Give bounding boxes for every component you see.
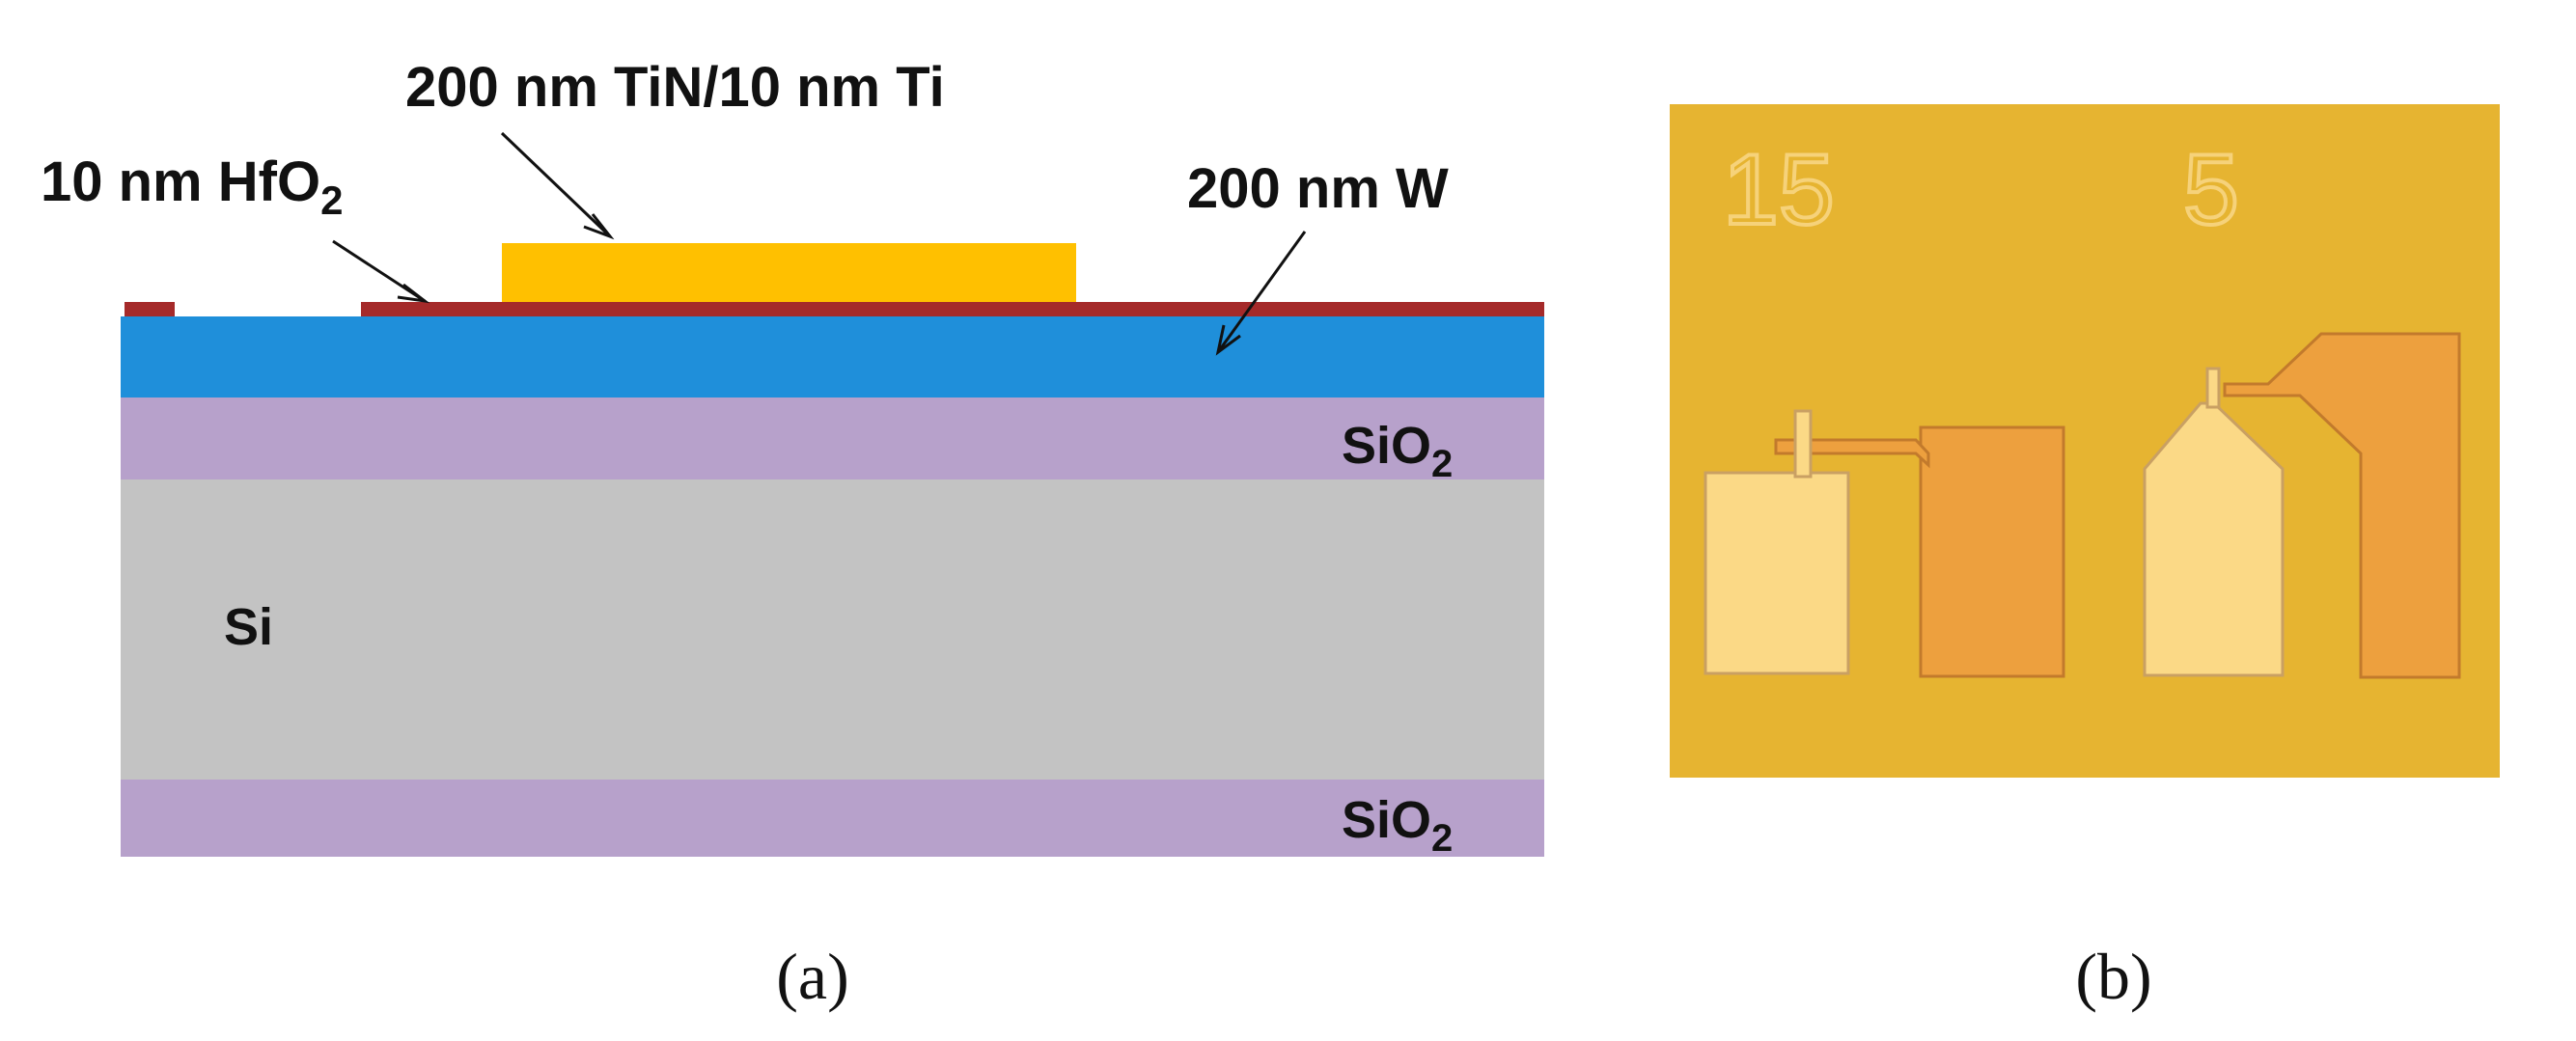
sio2-top-label: SiO2 [1342, 417, 1453, 485]
w-label: 200 nm W [1187, 157, 1449, 220]
panel-a-cross-section: 200 nm TiN/10 nm Ti 10 nm HfO2 200 nm W … [41, 56, 1544, 1013]
si-label: Si [224, 598, 273, 656]
sio2-bottom-label-subscript: 2 [1431, 817, 1453, 860]
panel-b-micrograph: 15 5 (b) [1670, 104, 2500, 1013]
device-right-dark-electrode [2223, 332, 2461, 679]
sio2-bottom-label: SiO2 [1342, 791, 1453, 860]
device-right-light-stem [2205, 367, 2221, 409]
si-substrate-layer [121, 479, 1544, 780]
hfo2-label-subscript: 2 [320, 178, 343, 223]
hfo2-arrow [332, 239, 430, 304]
hfo2-label: 10 nm HfO2 [41, 151, 343, 223]
tin-ti-arrow [500, 131, 615, 240]
device-left [1703, 409, 2065, 678]
device-mark-15: 15 [1723, 134, 1835, 246]
sio2-top-layer [121, 397, 1544, 479]
device-left-dark-electrode [1919, 425, 2065, 678]
w-arrow [1215, 231, 1307, 356]
w-layer [121, 316, 1544, 397]
sio2-bottom-layer [121, 780, 1544, 857]
caption-a: (a) [776, 940, 848, 1013]
hfo2-layer-left-segment [125, 302, 175, 316]
hfo2-layer-main-segment [361, 302, 1544, 316]
device-left-dark-lead [1774, 438, 1930, 469]
device-right-light-electrode [2143, 401, 2285, 677]
tin-ti-label: 200 nm TiN/10 nm Ti [405, 56, 945, 119]
device-left-light-electrode [1703, 471, 1850, 675]
hfo2-label-main: 10 nm HfO [41, 151, 320, 213]
device-left-light-stem [1793, 409, 1813, 479]
sio2-top-label-subscript: 2 [1431, 443, 1453, 485]
device-right [2143, 332, 2461, 679]
sio2-top-label-main: SiO [1342, 417, 1431, 475]
tin-ti-electrode [502, 243, 1076, 302]
device-mark-5: 5 [2183, 134, 2239, 246]
sio2-bottom-label-main: SiO [1342, 791, 1431, 849]
caption-b: (b) [2075, 940, 2151, 1013]
